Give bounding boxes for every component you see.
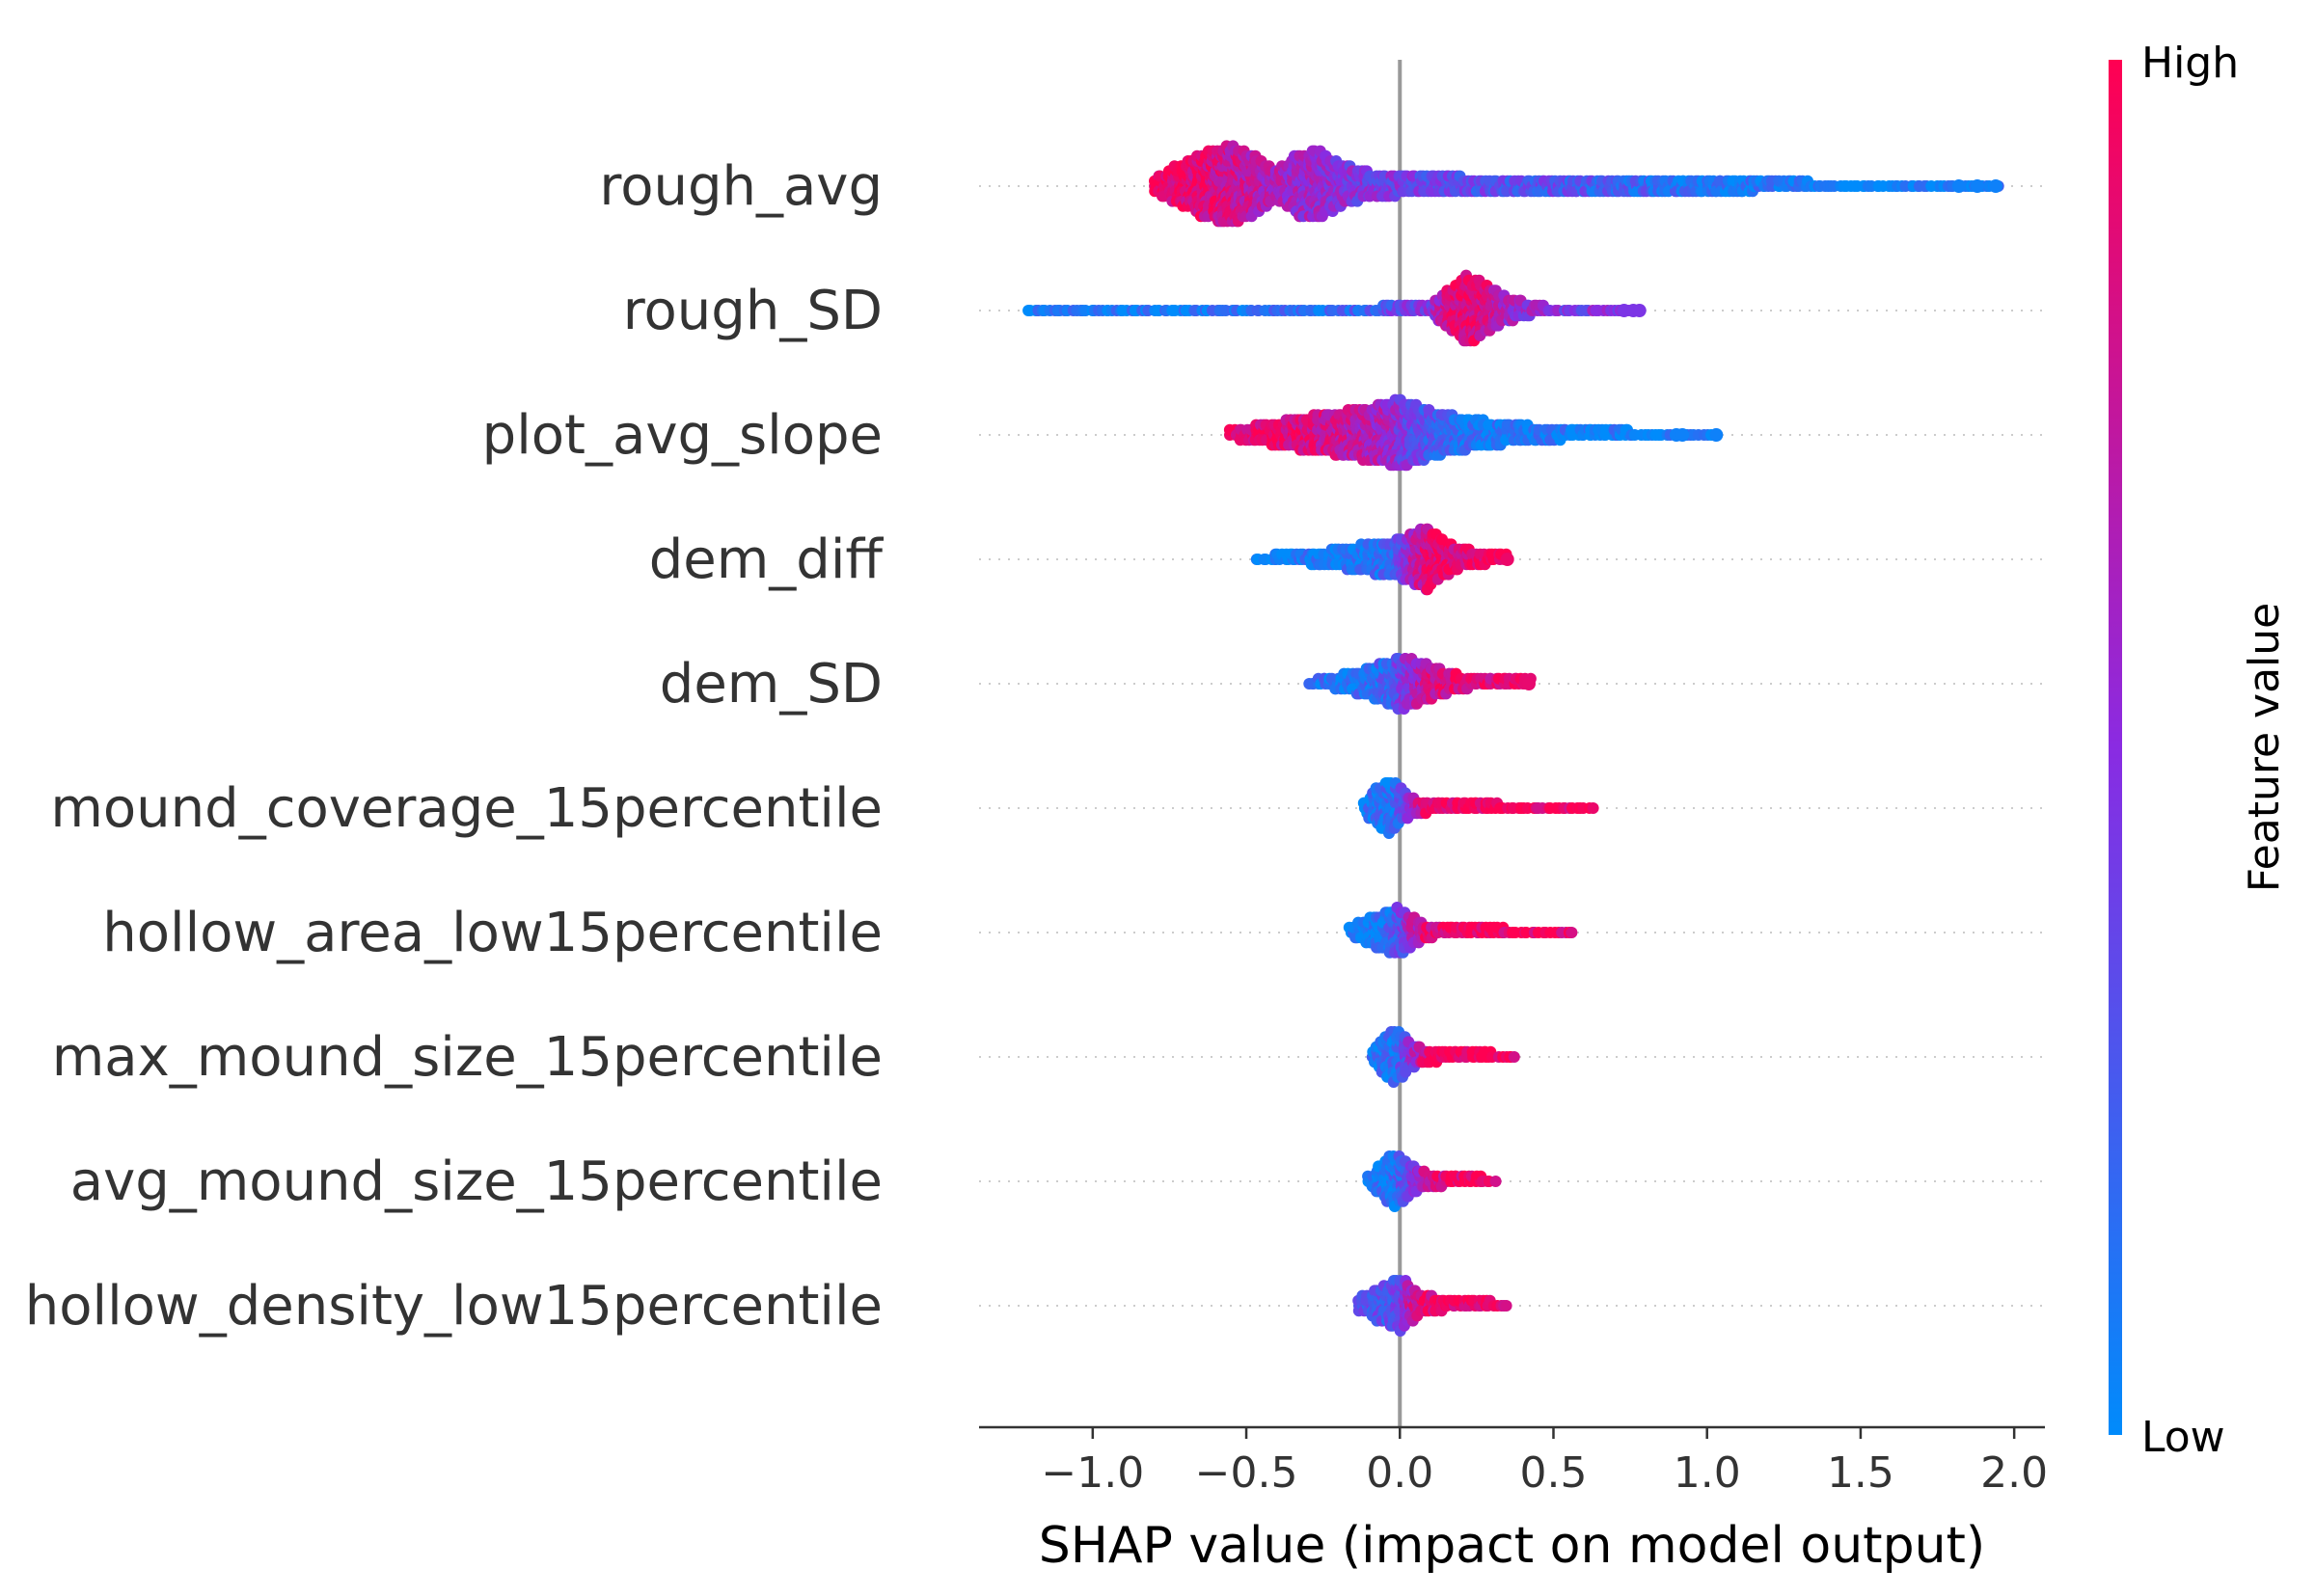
feature-row-points — [1223, 393, 1724, 472]
shap-point — [1566, 927, 1578, 938]
feature-labels: rough_avg rough_SD plot_avg_slope dem_diffd… — [25, 155, 885, 1338]
feature-row-points — [1352, 1275, 1512, 1337]
x-tick-label: 2.0 — [1980, 1448, 2048, 1498]
shap-point — [1617, 304, 1631, 317]
feature-row-points — [1357, 777, 1599, 839]
feature-label: hollow_density_low15percentile — [25, 1275, 883, 1338]
colorbar: High Low Feature value — [2109, 39, 2289, 1462]
feature-label: plot_avg_slope — [482, 404, 883, 467]
shap-point — [1989, 179, 2002, 193]
feature-label: dem_SD — [660, 653, 883, 716]
shap-point — [1587, 802, 1599, 814]
feature-row-points — [1022, 269, 1647, 347]
shap-point — [1489, 1176, 1502, 1187]
feature-label: hollow_area_low15percentile — [102, 902, 883, 964]
shap-point — [1709, 428, 1724, 442]
feature-row-points — [1343, 902, 1578, 959]
x-tick-label: 0.0 — [1366, 1448, 1433, 1498]
x-axis-title: SHAP value (impact on model output) — [1039, 1517, 1985, 1575]
shap-point — [1675, 428, 1690, 442]
points-layer — [1022, 140, 2004, 1337]
shap-point — [1508, 1051, 1520, 1063]
x-axis: −1.0 −0.5 0.0 0.5 1.0 1.5 2.0 SHAP value (impa… — [979, 1425, 2048, 1575]
x-tick-label: −0.5 — [1195, 1448, 1298, 1498]
shap-point — [1500, 553, 1514, 566]
feature-label: avg_mound_size_15percentile — [70, 1150, 883, 1213]
feature-row-points — [1362, 1150, 1502, 1212]
row-guides — [979, 185, 2045, 1307]
shap-point — [1522, 677, 1536, 690]
x-tick-label: 1.5 — [1827, 1448, 1894, 1498]
feature-label: max_mound_size_15percentile — [52, 1026, 883, 1089]
x-tick-label: 0.5 — [1519, 1448, 1587, 1498]
feature-row-points — [1250, 523, 1514, 596]
shap-point — [1951, 179, 1966, 193]
x-ticks: −1.0 −0.5 0.0 0.5 1.0 1.5 2.0 — [1041, 1427, 2048, 1498]
shap-point — [1970, 179, 1984, 193]
shap-point — [1632, 304, 1647, 317]
colorbar-gradient — [2109, 60, 2122, 1435]
colorbar-high-label: High — [2141, 39, 2239, 88]
feature-row-points — [1366, 1026, 1520, 1088]
feature-label: dem_diff — [649, 528, 885, 591]
feature-row-points — [1149, 140, 2004, 228]
feature-label: mound_coverage_15percentile — [50, 777, 883, 840]
x-tick-label: −1.0 — [1041, 1448, 1144, 1498]
shap-point — [1500, 1300, 1512, 1312]
feature-row-points — [1303, 653, 1537, 715]
feature-label: rough_SD — [623, 280, 883, 342]
colorbar-low-label: Low — [2141, 1413, 2225, 1462]
x-tick-label: 1.0 — [1674, 1448, 1741, 1498]
colorbar-title: Feature value — [2240, 603, 2289, 892]
feature-label: rough_avg — [599, 155, 883, 218]
